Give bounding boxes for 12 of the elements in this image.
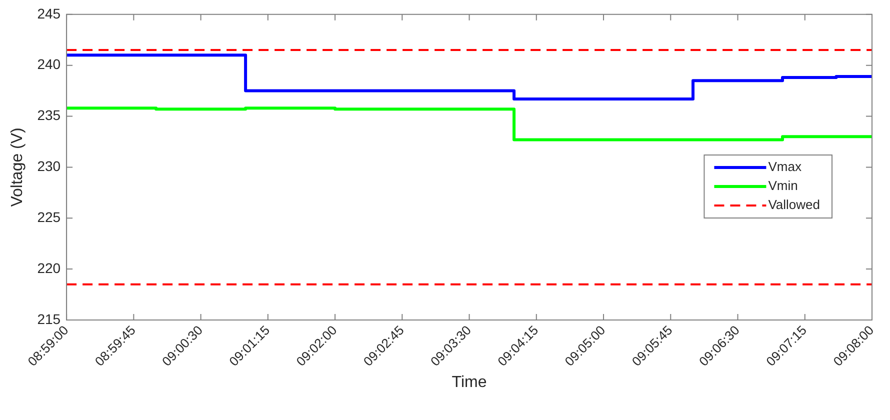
y-axis-title: Voltage (V) bbox=[9, 128, 26, 207]
y-tick-label: 235 bbox=[37, 107, 61, 124]
legend-label: Vmin bbox=[768, 178, 798, 194]
y-tick-label: 225 bbox=[37, 208, 61, 225]
y-tick-label: 245 bbox=[37, 5, 61, 22]
legend-label: Vallowed bbox=[768, 197, 820, 212]
y-tick-label: 240 bbox=[37, 56, 61, 72]
legend-label: Vmax bbox=[768, 159, 802, 174]
y-tick-label: 220 bbox=[37, 260, 61, 276]
y-tick-label: 230 bbox=[37, 158, 61, 174]
y-tick-label: 215 bbox=[37, 310, 61, 327]
x-axis-title: Time bbox=[452, 374, 487, 391]
